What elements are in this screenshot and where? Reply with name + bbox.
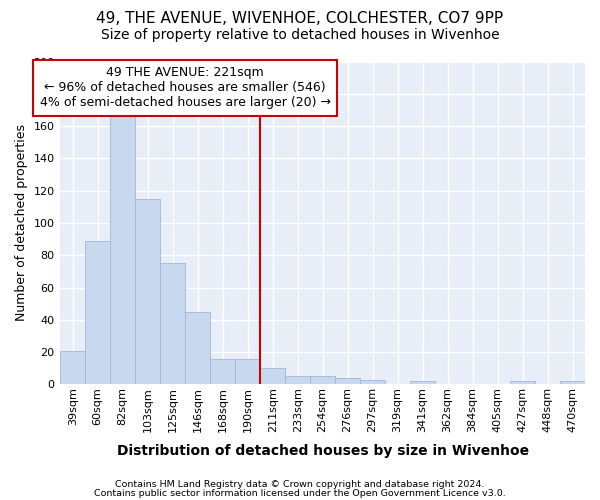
Bar (60, 350, 85, 384)
Text: Contains HM Land Registry data © Crown copyright and database right 2024.: Contains HM Land Registry data © Crown c… (115, 480, 485, 489)
Bar (510, 382, 535, 384)
Bar (335, 378, 360, 384)
Bar (360, 380, 385, 384)
Bar (135, 199, 160, 384)
Bar (110, 116, 135, 384)
Bar (310, 376, 335, 384)
Text: 49 THE AVENUE: 221sqm
← 96% of detached houses are smaller (546)
4% of semi-deta: 49 THE AVENUE: 221sqm ← 96% of detached … (40, 66, 331, 110)
Bar (85, 241, 110, 384)
Y-axis label: Number of detached properties: Number of detached properties (15, 124, 28, 322)
Bar (160, 264, 185, 384)
Bar (235, 358, 260, 384)
Bar (560, 382, 585, 384)
Bar (185, 312, 210, 384)
Text: Contains public sector information licensed under the Open Government Licence v3: Contains public sector information licen… (94, 489, 506, 498)
X-axis label: Distribution of detached houses by size in Wivenhoe: Distribution of detached houses by size … (116, 444, 529, 458)
Text: Size of property relative to detached houses in Wivenhoe: Size of property relative to detached ho… (101, 28, 499, 42)
Bar (410, 382, 435, 384)
Bar (210, 358, 235, 384)
Bar (260, 368, 285, 384)
Bar (285, 376, 310, 384)
Text: 49, THE AVENUE, WIVENHOE, COLCHESTER, CO7 9PP: 49, THE AVENUE, WIVENHOE, COLCHESTER, CO… (97, 11, 503, 26)
